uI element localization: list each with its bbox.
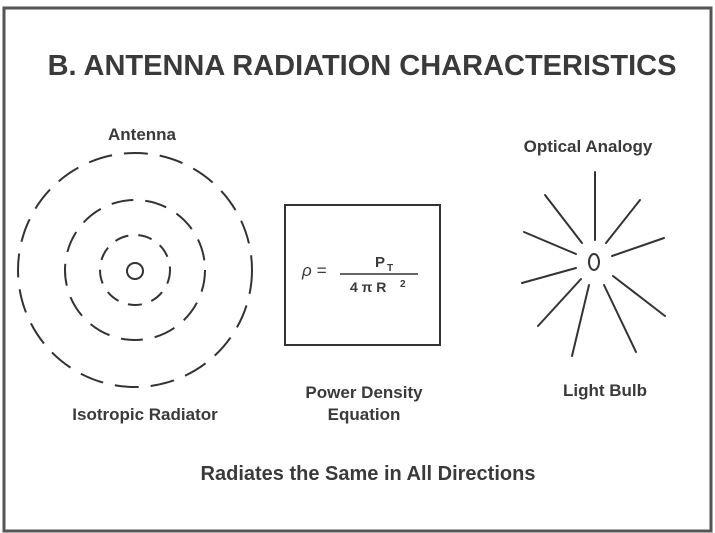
- footer: Radiates the Same in All Directions: [201, 463, 536, 485]
- antenna-point: [126, 262, 144, 280]
- antenna-label: Antenna: [108, 125, 177, 144]
- equation-lhs: ρ =: [301, 261, 326, 280]
- equation-denominator: 4 π R: [350, 279, 386, 295]
- bulb: [588, 253, 600, 271]
- equation-subscript: T: [387, 263, 393, 274]
- ray: [605, 199, 641, 244]
- equation-numerator: P: [375, 254, 385, 271]
- light-bulb: [521, 171, 666, 357]
- equation-caption-1: Power Density: [305, 383, 423, 402]
- frame: [2, 6, 713, 533]
- ring: [64, 199, 206, 341]
- equation-caption-2: Equation: [328, 405, 401, 424]
- ray: [603, 284, 637, 353]
- equation-superscript: 2: [400, 279, 406, 290]
- ray: [571, 284, 590, 357]
- title: B. ANTENNA RADIATION CHARACTERISTICS: [48, 50, 677, 82]
- ray: [544, 194, 583, 244]
- ray: [537, 278, 582, 327]
- optical-caption: Light Bulb: [563, 381, 647, 400]
- ray: [521, 267, 577, 284]
- ring: [99, 234, 171, 306]
- equation-box: [284, 204, 441, 346]
- ray: [523, 231, 577, 255]
- ray: [612, 275, 666, 317]
- ring: [17, 152, 253, 388]
- optical-label: Optical Analogy: [524, 137, 653, 156]
- ray: [611, 237, 665, 257]
- antenna-caption: Isotropic Radiator: [72, 405, 218, 424]
- isotropic-radiator: [17, 152, 253, 388]
